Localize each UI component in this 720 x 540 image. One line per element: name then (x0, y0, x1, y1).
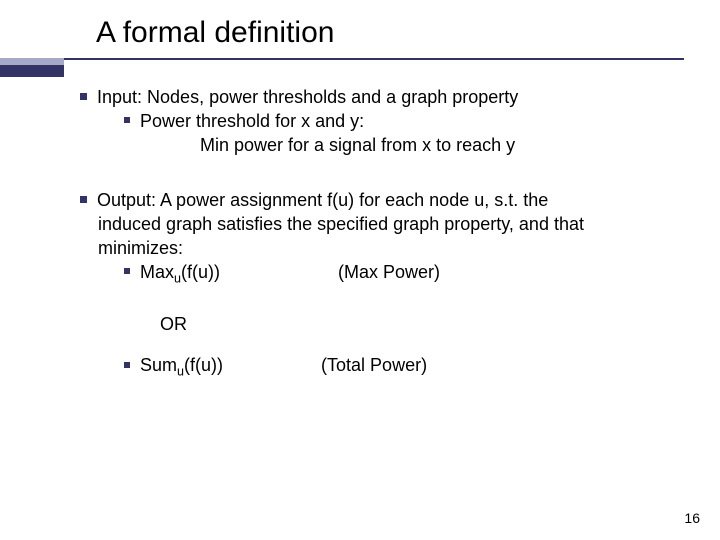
bullet-icon (124, 117, 130, 123)
max-item: Maxu(f(u)) (Max Power) (124, 261, 680, 287)
bullet-icon (80, 196, 87, 203)
slide: A formal definition Input: Nodes, power … (0, 0, 720, 540)
spacer (80, 157, 680, 189)
output-line3-row: minimizes: (98, 237, 680, 261)
sum-note: (Total Power) (321, 354, 427, 378)
or-label: OR (160, 314, 187, 334)
sum-sub: u (177, 365, 184, 379)
sum-arg: (f(u)) (184, 355, 223, 375)
max-sub: u (174, 271, 181, 285)
output-item: Output: A power assignment f(u) for each… (80, 189, 680, 213)
bullet-icon (124, 362, 130, 368)
input-sub-text: Power threshold for x and y: (140, 111, 364, 131)
title-area: A formal definition (0, 16, 720, 50)
max-expr: Maxu(f(u)) (140, 262, 220, 282)
output-line1: Output: A power assignment f(u) for each… (97, 190, 548, 210)
output-line2: induced graph satisfies the specified gr… (98, 214, 584, 234)
spacer (80, 336, 680, 354)
output-line3: minimizes: (98, 238, 183, 258)
input-sub-item: Power threshold for x and y: (124, 110, 680, 134)
input-item: Input: Nodes, power thresholds and a gra… (80, 86, 680, 110)
title-accent-bar-top (0, 58, 64, 65)
title-accent-bar-bottom (0, 65, 64, 77)
input-sub-detail-text: Min power for a signal from x to reach y (200, 135, 515, 155)
output-line2-row: induced graph satisfies the specified gr… (98, 213, 680, 237)
max-note: (Max Power) (338, 261, 440, 285)
max-label: Max (140, 262, 174, 282)
input-sub-detail: Min power for a signal from x to reach y (200, 134, 680, 158)
or-row: OR (160, 313, 680, 337)
input-text: Input: Nodes, power thresholds and a gra… (97, 87, 518, 107)
sum-item: Sumu(f(u)) (Total Power) (124, 354, 680, 380)
max-arg: (f(u)) (181, 262, 220, 282)
sum-label: Sum (140, 355, 177, 375)
page-number: 16 (684, 510, 700, 526)
slide-title: A formal definition (96, 16, 720, 50)
spacer (80, 287, 680, 313)
bullet-icon (80, 93, 87, 100)
bullet-icon (124, 268, 130, 274)
body-content: Input: Nodes, power thresholds and a gra… (80, 86, 680, 381)
title-accent-bar (0, 58, 64, 78)
sum-expr: Sumu(f(u)) (140, 355, 223, 375)
title-underline (64, 58, 684, 60)
